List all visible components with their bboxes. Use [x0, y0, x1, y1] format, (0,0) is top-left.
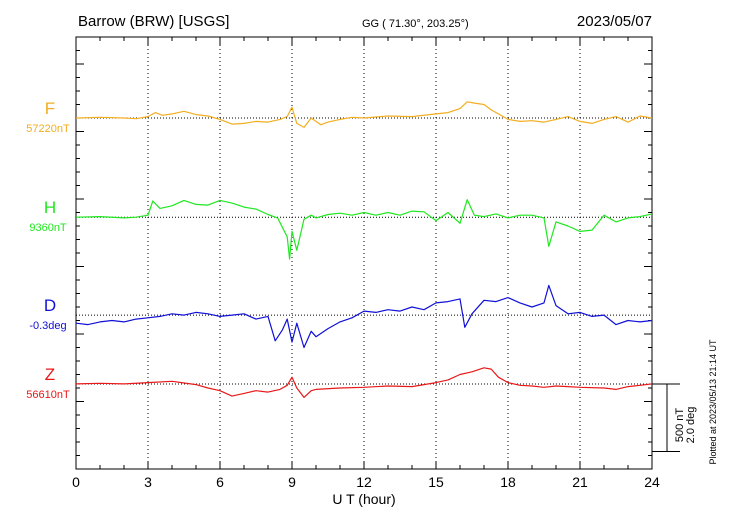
scale-bar: 500 nT 2.0 deg [652, 383, 697, 452]
x-tick-label: 24 [644, 474, 660, 490]
series-h-name: H [44, 198, 56, 217]
series-z-line [75, 367, 653, 398]
series-h-baseline-value: 9360nT [29, 222, 67, 234]
series-f-baseline-value: 57220nT [26, 123, 70, 135]
x-tick-label: 3 [144, 474, 152, 490]
station-title: Barrow (BRW) [USGS] [78, 13, 229, 30]
plot-date: 2023/05/07 [577, 13, 652, 30]
x-tick-label: 12 [356, 474, 372, 490]
series-d-baseline-value: -0.3deg [29, 320, 66, 332]
x-axis-label: U T (hour) [332, 491, 395, 507]
plotted-at-note: Plotted at 2023/05/13 21:14 UT [708, 339, 718, 465]
x-tick-label: 18 [500, 474, 516, 490]
x-tick-labels: 0 3 6 9 12 15 18 21 24 [72, 474, 660, 490]
x-tick-label: 21 [572, 474, 588, 490]
series-h-line [75, 199, 653, 260]
axis-ticks [75, 37, 653, 469]
x-tick-label: 9 [288, 474, 296, 490]
series-d-line [75, 284, 653, 349]
x-tick-label: 0 [72, 474, 80, 490]
series-f-name: F [45, 99, 55, 118]
series-labels: F 57220nT H 9360nT D -0.3deg Z 56610nT [26, 99, 70, 401]
scale-bar-nt-label: 500 nT [674, 408, 686, 443]
grid-lines [147, 37, 581, 469]
baseline-lines [76, 117, 652, 385]
series-f-line [75, 101, 653, 129]
geo-coordinates: GG ( 71.30°, 203.25°) [362, 18, 469, 30]
scale-bar-deg-label: 2.0 deg [685, 407, 697, 444]
series-z-name: Z [45, 365, 55, 384]
x-tick-label: 6 [216, 474, 224, 490]
series-d-name: D [44, 296, 56, 315]
series-z-baseline-value: 56610nT [26, 389, 70, 401]
series-lines [75, 101, 653, 398]
x-tick-label: 15 [428, 474, 444, 490]
